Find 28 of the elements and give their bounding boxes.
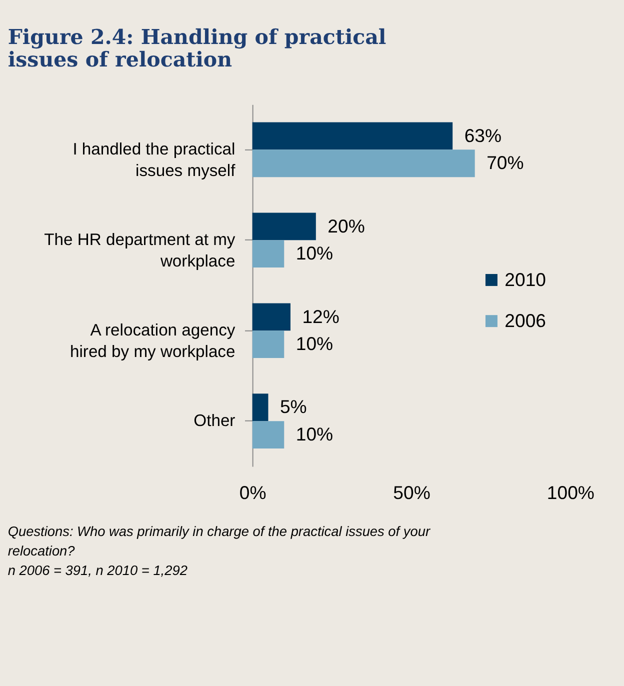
bar <box>252 240 284 268</box>
bar <box>252 394 268 422</box>
bar <box>252 421 284 448</box>
data-label: 12% <box>302 306 340 327</box>
legend-label: 2006 <box>504 310 546 331</box>
bar <box>252 150 475 178</box>
data-label: 5% <box>280 396 307 418</box>
data-label: 10% <box>296 242 334 264</box>
x-tick-label: 0% <box>239 482 266 504</box>
data-label: 10% <box>296 424 334 445</box>
x-tick-label: 100% <box>546 482 594 504</box>
bar <box>252 303 290 331</box>
y-tick-label: Other <box>194 410 236 430</box>
legend-label: 2010 <box>504 268 546 290</box>
text: n 2006 = 391, n 2010 = 1,292 <box>8 562 188 578</box>
data-label: 70% <box>486 152 524 174</box>
text: Questions: Who was primarily in charge of the practical issues of your relocation? <box>8 524 432 558</box>
y-tick-label: I handled the practical issues myself <box>72 140 236 180</box>
y-tick-label: The HR department at my workplace <box>44 230 236 271</box>
chart-title: Figure 2.4: Handling of practical issues of relocation <box>8 24 386 72</box>
y-tick-label: A relocation agency hired by my workplace <box>70 320 236 362</box>
data-label: 20% <box>328 215 365 236</box>
bar <box>252 212 316 240</box>
data-label: 10% <box>296 333 334 354</box>
data-label: 63% <box>464 124 502 146</box>
bar <box>252 122 453 150</box>
x-tick-label: 50% <box>393 482 430 504</box>
bar <box>252 330 284 358</box>
